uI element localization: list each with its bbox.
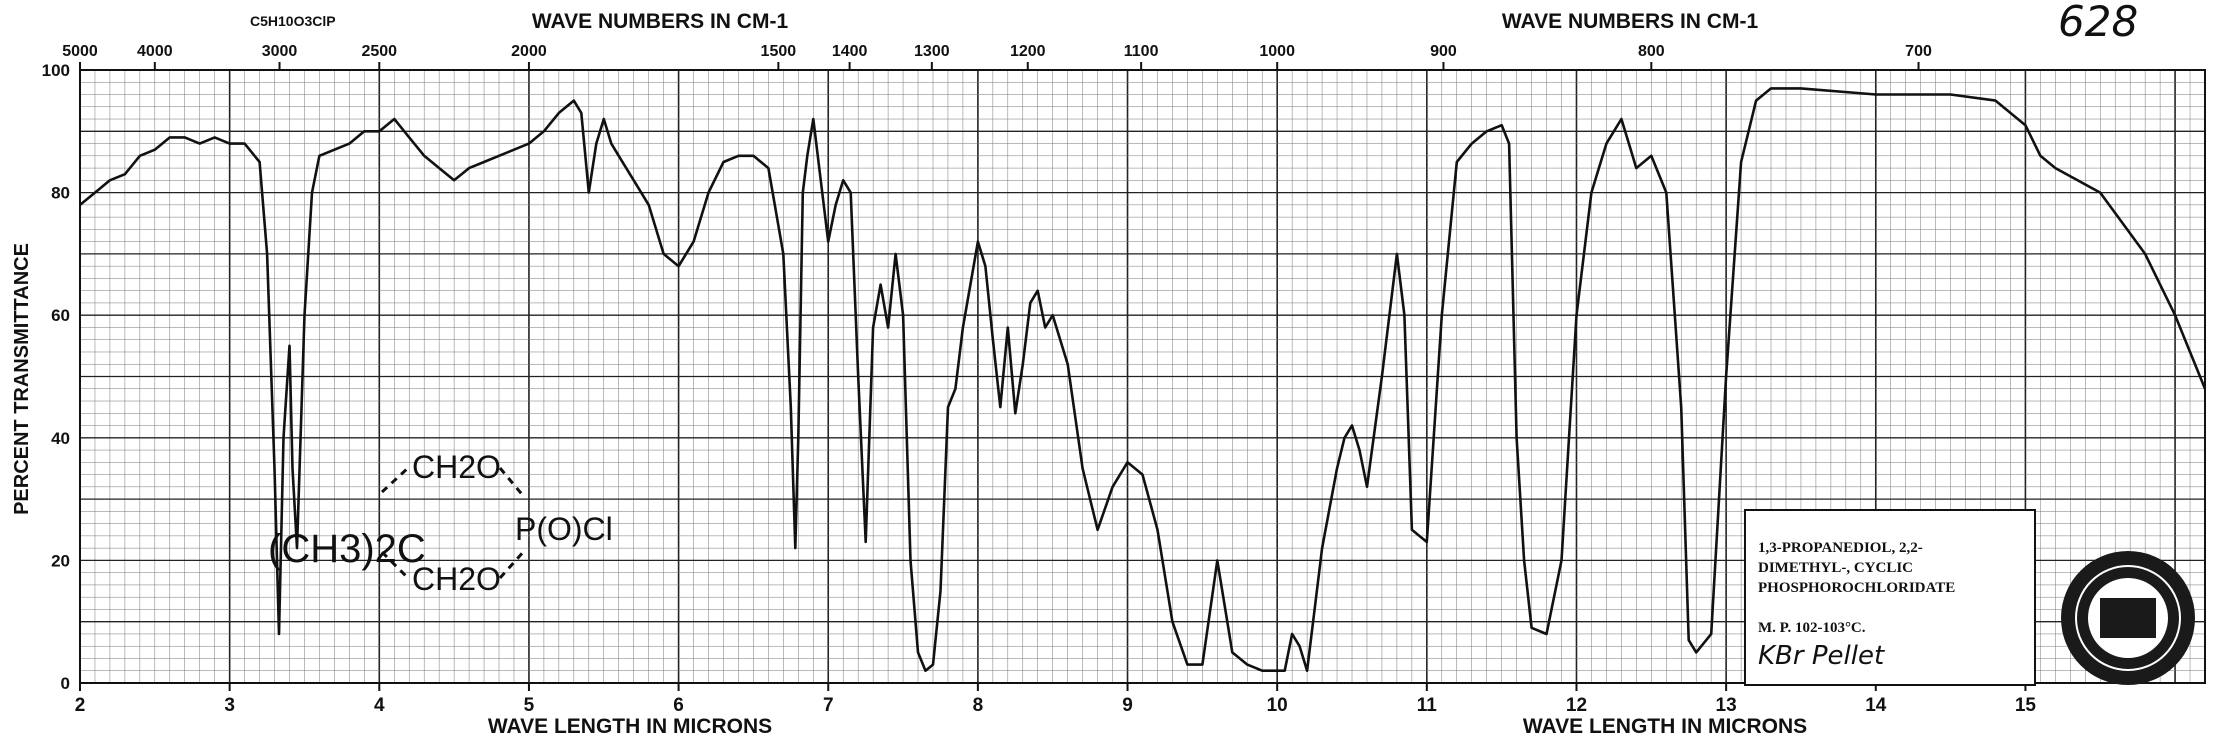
y-axis-label: PERCENT TRANSMITTANCE [11, 243, 33, 515]
x-axis-label-right: WAVE LENGTH IN MICRONS [1523, 715, 1807, 738]
top-tick-labels: 5000 4000 3000 2500 2000 1500 1400 1300 1200 1100… [62, 43, 1932, 70]
x-tick-label: 11 [1417, 695, 1438, 716]
top-tick-label: 900 [1430, 43, 1457, 60]
molecular-formula: C5H10O3ClP [250, 13, 336, 29]
x-tick-label: 13 [1716, 695, 1737, 716]
top-tick-label: 5000 [62, 43, 98, 60]
x-tick-label: 12 [1566, 695, 1587, 716]
x-tick-labels: 2 3 4 5 6 7 8 9 10 11 12 13 14 15 [75, 683, 2037, 716]
top-tick-label: 4000 [137, 43, 173, 60]
top-tick-label: 1200 [1010, 43, 1046, 60]
structure-diagram: (CH3)2C CH2O CH2O P(O)Cl [268, 449, 613, 597]
info-box-frame [1744, 509, 2036, 686]
x-tick-label: 3 [224, 695, 235, 716]
compound-name-line-2: DIMETHYL-, CYCLIC [1758, 560, 1913, 576]
x-tick-label: 4 [374, 695, 385, 716]
x-tick-label: 15 [2015, 695, 2037, 716]
structure-left-group: (CH3)2C [268, 527, 426, 571]
compound-name-line-1: 1,3-PROPANEDIOL, 2,2- [1758, 540, 1923, 556]
top-axis-label-left: WAVE NUMBERS IN CM-1 [532, 10, 789, 33]
bond-top-right [498, 467, 527, 499]
x-tick-label: 7 [823, 695, 834, 716]
page-number: 628 [2058, 0, 2138, 46]
seal-emblem [2100, 598, 2156, 638]
top-tick-label: 2500 [361, 43, 397, 60]
x-tick-label: 5 [524, 695, 535, 716]
top-tick-label: 700 [1905, 43, 1932, 60]
melting-point: M. P. 102-103°C. [1758, 620, 1866, 636]
bond-bottom-left [380, 550, 410, 580]
structure-bottom-group: CH2O [412, 561, 501, 597]
x-axis-label-left: WAVE LENGTH IN MICRONS [488, 715, 772, 738]
plot-frame [79, 69, 2206, 684]
spectrum-line [79, 87, 2207, 672]
compound-info-box: 1,3-PROPANEDIOL, 2,2- DIMETHYL-, CYCLIC … [1744, 509, 2036, 686]
y-tick-label: 100 [42, 61, 70, 80]
top-tick-label: 1000 [1259, 43, 1295, 60]
sample-method: KBr Pellet [1758, 641, 1885, 671]
top-tick-label: 1100 [1124, 43, 1159, 60]
y-tick-label: 80 [51, 184, 70, 203]
x-tick-label: 10 [1267, 695, 1288, 716]
y-tick-label: 60 [51, 306, 70, 325]
top-tick-label: 2000 [511, 43, 547, 60]
top-tick-label: 1300 [914, 43, 950, 60]
x-tick-label: 14 [1865, 695, 1887, 716]
top-tick-label: 1400 [832, 43, 868, 60]
top-tick-label: 1500 [761, 43, 797, 60]
structure-right-group: P(O)Cl [515, 511, 613, 547]
x-tick-label: 9 [1122, 695, 1133, 716]
x-tick-label: 8 [973, 695, 984, 716]
bond-bottom-right [498, 549, 527, 579]
spectrum-curve-group [79, 87, 2207, 672]
y-tick-label: 40 [51, 429, 70, 448]
seal-ring [2075, 565, 2181, 671]
x-tick-label: 6 [673, 695, 684, 716]
y-tick-labels: 0 20 40 60 80 100 [42, 61, 70, 693]
y-tick-label: 0 [61, 674, 70, 693]
x-tick-label: 2 [75, 695, 86, 716]
compound-name-line-3: PHOSPHOROCHLORIDATE [1758, 580, 1955, 596]
y-tick-label: 20 [51, 551, 70, 570]
top-tick-label: 800 [1638, 43, 1665, 60]
structure-top-group: CH2O [412, 449, 501, 485]
top-tick-label: 3000 [262, 43, 298, 60]
institute-seal-logo [2061, 551, 2195, 685]
bond-top-left [380, 466, 410, 494]
top-axis-label-right: WAVE NUMBERS IN CM-1 [1502, 10, 1759, 33]
